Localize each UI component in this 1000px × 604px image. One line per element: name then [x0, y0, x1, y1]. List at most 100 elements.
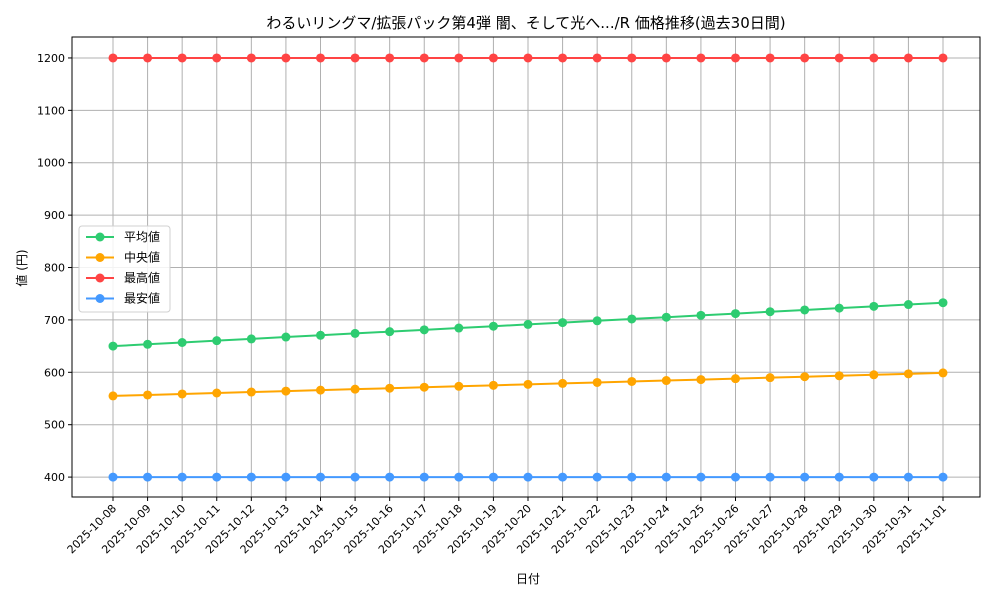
- data-point: [592, 472, 602, 482]
- legend-swatch-marker: [95, 294, 105, 303]
- x-axis: 2025-10-082025-10-092025-10-102025-10-11…: [65, 497, 949, 556]
- data-point: [316, 53, 325, 63]
- y-tick-label: 900: [44, 209, 65, 222]
- series-最安値: [108, 472, 948, 482]
- data-point: [212, 53, 222, 63]
- legend-label: 最高値: [124, 270, 160, 285]
- data-point: [212, 472, 222, 482]
- data-point: [869, 301, 879, 311]
- data-point: [834, 472, 844, 482]
- data-point: [903, 472, 913, 482]
- data-point: [350, 328, 360, 338]
- data-point: [627, 314, 637, 324]
- data-point: [454, 53, 464, 63]
- data-point: [869, 472, 879, 482]
- data-point: [800, 305, 810, 315]
- data-point: [627, 376, 637, 386]
- data-point: [419, 325, 429, 335]
- data-point: [108, 391, 118, 401]
- data-point: [800, 53, 810, 63]
- data-point: [246, 53, 256, 63]
- data-point: [834, 53, 844, 63]
- data-point: [938, 472, 948, 482]
- data-point: [592, 53, 602, 63]
- data-point: [558, 318, 568, 328]
- y-tick-label: 1200: [37, 52, 65, 65]
- data-point: [281, 386, 291, 396]
- data-point: [316, 330, 325, 340]
- data-point: [454, 323, 464, 333]
- data-point: [696, 53, 706, 63]
- data-point: [246, 472, 256, 482]
- data-point: [938, 298, 948, 308]
- data-point: [454, 472, 464, 482]
- data-point: [592, 377, 602, 387]
- data-point: [281, 332, 291, 342]
- data-point: [488, 321, 498, 331]
- data-point: [765, 307, 775, 317]
- data-point: [212, 388, 222, 398]
- data-point: [834, 371, 844, 381]
- series-layer: [108, 53, 948, 482]
- data-point: [523, 319, 533, 329]
- data-point: [558, 53, 568, 63]
- data-point: [938, 53, 948, 63]
- data-point: [350, 384, 360, 394]
- y-tick-label: 800: [44, 262, 65, 275]
- data-point: [212, 336, 222, 346]
- data-point: [385, 383, 395, 393]
- legend-swatch-marker: [95, 253, 105, 262]
- data-point: [731, 472, 740, 482]
- y-tick-label: 1100: [37, 104, 65, 117]
- data-point: [523, 53, 533, 63]
- data-point: [316, 385, 325, 395]
- x-axis-label: 日付: [516, 572, 540, 586]
- data-point: [903, 369, 913, 379]
- y-tick-label: 700: [44, 314, 65, 327]
- y-axis: 400 500 600 700 800 900 1000 1100 1200: [37, 52, 72, 484]
- data-point: [765, 373, 775, 383]
- data-point: [661, 312, 671, 322]
- y-tick-label: 500: [44, 419, 65, 432]
- data-point: [661, 472, 671, 482]
- data-point: [281, 472, 291, 482]
- data-point: [903, 300, 913, 310]
- data-point: [558, 472, 568, 482]
- data-point: [800, 472, 810, 482]
- data-point: [385, 53, 395, 63]
- data-point: [177, 472, 187, 482]
- data-point: [869, 370, 879, 380]
- y-tick-label: 600: [44, 366, 65, 379]
- series-平均値: [108, 298, 948, 351]
- legend-label: 中央値: [124, 250, 160, 265]
- data-point: [454, 381, 464, 391]
- data-point: [316, 472, 325, 482]
- grid: [72, 37, 980, 497]
- plot-frame: [71, 36, 981, 498]
- data-point: [696, 472, 706, 482]
- chart-title: わるいリングマ/拡張パック第4弾 闇、そして光へ.../R 価格推移(過去30日…: [266, 14, 785, 32]
- data-point: [281, 53, 291, 63]
- data-point: [143, 339, 153, 349]
- data-point: [938, 368, 948, 378]
- data-point: [419, 382, 429, 392]
- data-point: [731, 374, 740, 384]
- legend-label: 平均値: [124, 229, 160, 244]
- y-tick-label: 1000: [37, 157, 65, 170]
- data-point: [696, 375, 706, 385]
- data-point: [765, 472, 775, 482]
- data-point: [834, 303, 844, 313]
- data-point: [108, 341, 118, 351]
- data-point: [661, 376, 671, 386]
- y-axis-label: 値 (円): [14, 249, 29, 286]
- data-point: [350, 472, 360, 482]
- data-point: [108, 472, 118, 482]
- data-point: [246, 387, 256, 397]
- data-point: [523, 379, 533, 389]
- legend-label: 最安値: [124, 291, 160, 306]
- data-point: [419, 472, 429, 482]
- data-point: [696, 310, 706, 320]
- data-point: [731, 309, 740, 319]
- data-point: [488, 472, 498, 482]
